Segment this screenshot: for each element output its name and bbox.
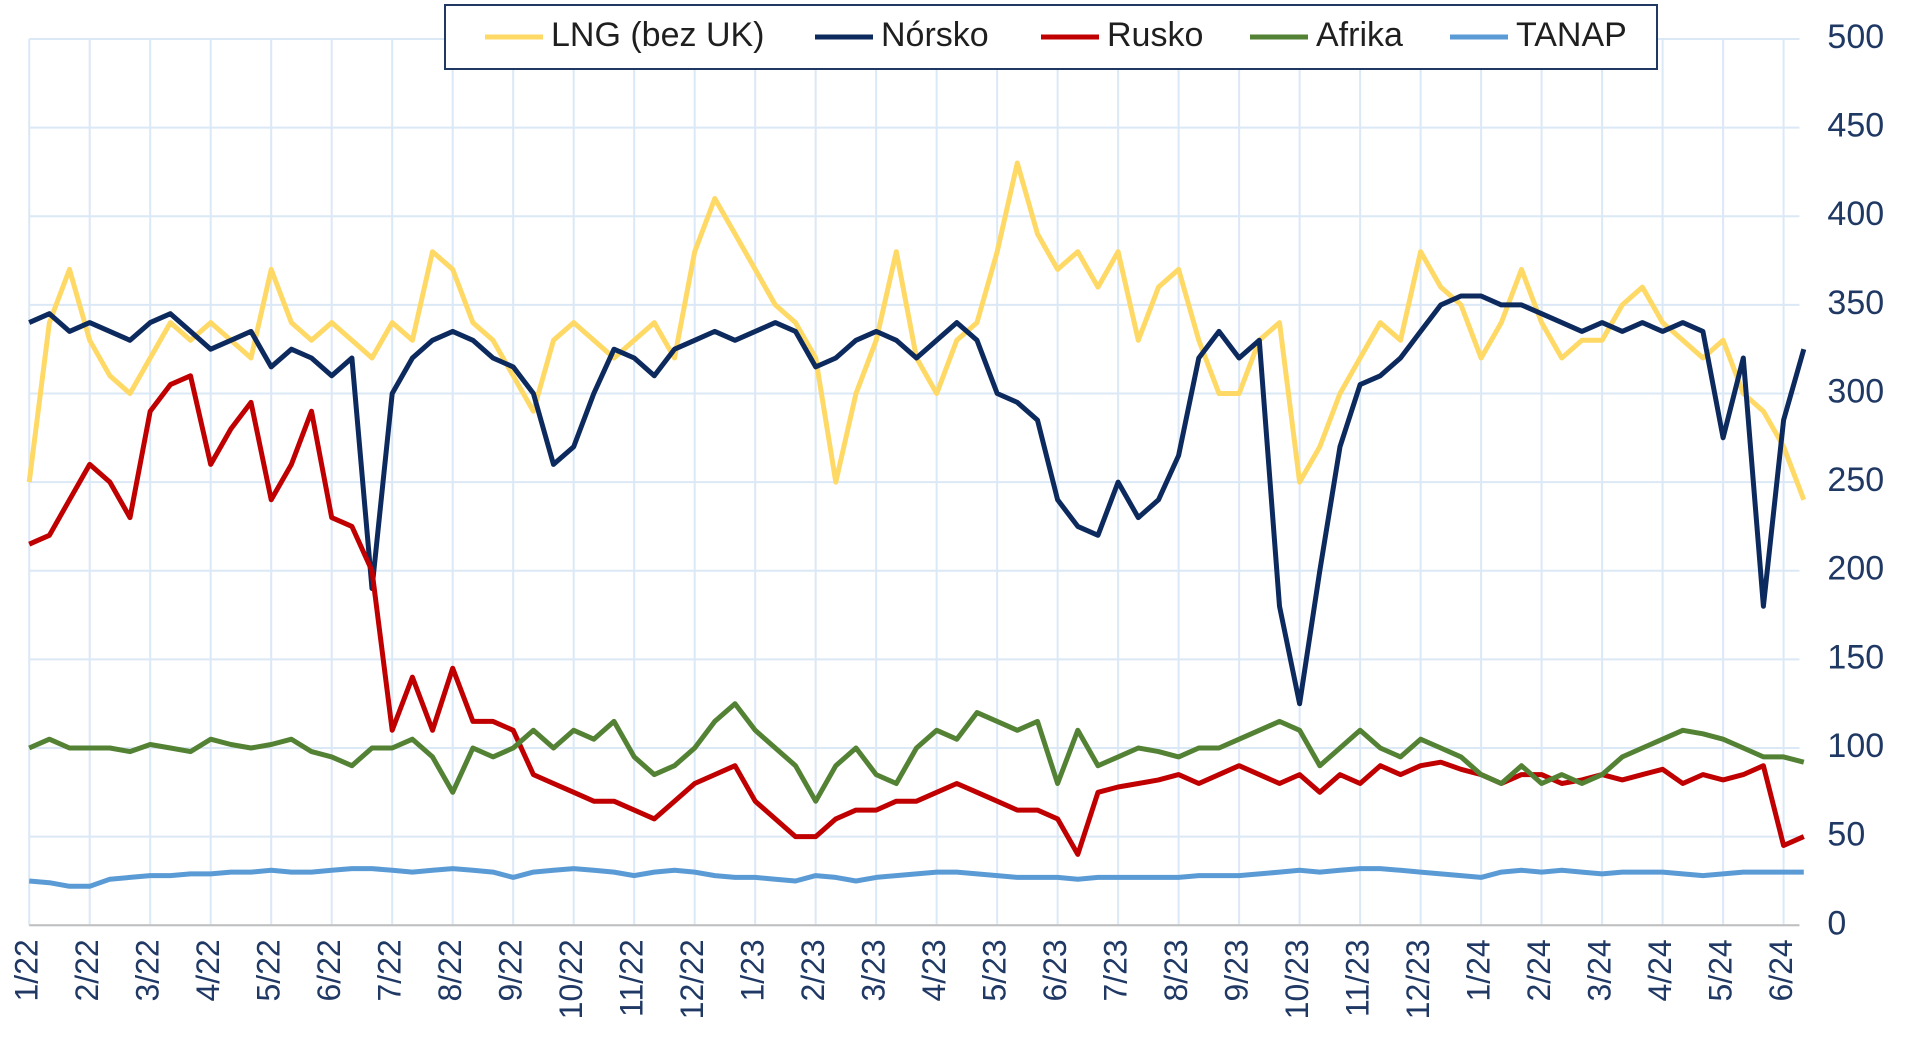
y-tick-label: 0	[1827, 904, 1846, 942]
x-tick-label: 4/24	[1642, 939, 1678, 1001]
labels: 0 50 100 150 200 250 300 350 400 450 500 1/22 2/22 3/…	[9, 18, 1884, 1019]
x-tick-label: 2/24	[1521, 939, 1557, 1001]
x-tick-label: 11/23	[1340, 939, 1376, 1017]
y-tick-label: 200	[1827, 550, 1884, 588]
y-tick-label: 50	[1827, 816, 1865, 854]
y-tick-label: 400	[1827, 195, 1884, 233]
y-tick-label: 100	[1827, 727, 1884, 765]
x-tick-label: 1/22	[9, 939, 45, 1001]
series-line	[28, 701, 1805, 804]
x-tick-label: 7/22	[372, 939, 408, 1001]
x-tick-label: 12/22	[674, 939, 710, 1019]
legend-label: TANAP	[1516, 16, 1627, 54]
x-tick-label: 3/24	[1582, 939, 1618, 1001]
y-tick-label: 350	[1827, 284, 1884, 322]
x-tick-label: 5/24	[1703, 939, 1739, 1001]
lines	[26, 160, 1807, 889]
grid	[28, 37, 1800, 927]
x-tick-label: 9/23	[1219, 939, 1255, 1001]
y-tick-label: 150	[1827, 638, 1884, 676]
x-tick-label: 8/23	[1158, 939, 1194, 1001]
x-tick-label: 3/23	[856, 939, 892, 1001]
x-tick-label: 4/23	[916, 939, 952, 1001]
x-tick-label: 1/24	[1461, 939, 1497, 1001]
x-tick-label: 5/22	[251, 939, 287, 1001]
x-tick-label: 11/22	[614, 939, 650, 1017]
legend-label: Nórsko	[881, 16, 989, 54]
x-tick-label: 1/23	[735, 939, 771, 1001]
x-tick-label: 6/24	[1763, 939, 1799, 1001]
x-tick-label: 3/22	[130, 939, 166, 1001]
y-tick-label: 500	[1827, 18, 1884, 56]
x-tick-label: 10/22	[553, 939, 589, 1019]
x-tick-label: 9/22	[493, 939, 529, 1001]
legend-label: Afrika	[1316, 16, 1403, 54]
y-tick-label: 450	[1827, 107, 1884, 145]
x-tick-label: 12/23	[1400, 939, 1436, 1019]
x-tick-label: 7/23	[1098, 939, 1134, 1001]
x-tick-label: 5/23	[977, 939, 1013, 1001]
legend-label: Rusko	[1107, 16, 1203, 54]
x-tick-label: 2/23	[795, 939, 831, 1001]
x-tick-label: 10/23	[1279, 939, 1315, 1019]
y-tick-label: 250	[1827, 461, 1884, 499]
x-tick-label: 2/22	[69, 939, 105, 1001]
x-tick-label: 4/22	[190, 939, 226, 1001]
x-tick-label: 6/22	[311, 939, 347, 1001]
x-tick-label: 6/23	[1037, 939, 1073, 1001]
legend-label: LNG (bez UK)	[551, 16, 765, 54]
series-line	[28, 293, 1807, 707]
y-tick-label: 300	[1827, 372, 1884, 410]
legend: LNG (bez UK) Nórsko Rusko Afrika TANAP	[485, 16, 1627, 54]
series-line	[28, 866, 1804, 889]
x-tick-label: 8/22	[432, 939, 468, 1001]
